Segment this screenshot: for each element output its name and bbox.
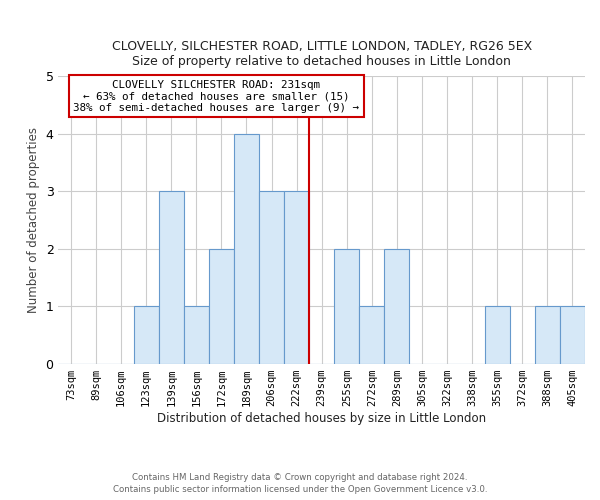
Y-axis label: Number of detached properties: Number of detached properties — [27, 127, 40, 313]
Text: Contains public sector information licensed under the Open Government Licence v3: Contains public sector information licen… — [113, 485, 487, 494]
Title: CLOVELLY, SILCHESTER ROAD, LITTLE LONDON, TADLEY, RG26 5EX
Size of property rela: CLOVELLY, SILCHESTER ROAD, LITTLE LONDON… — [112, 40, 532, 68]
Bar — [184, 306, 209, 364]
Bar — [334, 249, 359, 364]
Bar — [259, 192, 284, 364]
Bar — [560, 306, 585, 364]
Text: Contains HM Land Registry data © Crown copyright and database right 2024.: Contains HM Land Registry data © Crown c… — [132, 472, 468, 482]
Bar — [385, 249, 409, 364]
Bar — [159, 192, 184, 364]
Bar — [134, 306, 159, 364]
Bar — [284, 192, 309, 364]
Bar — [234, 134, 259, 364]
X-axis label: Distribution of detached houses by size in Little London: Distribution of detached houses by size … — [157, 412, 486, 425]
Bar — [485, 306, 510, 364]
Bar — [359, 306, 385, 364]
Text: CLOVELLY SILCHESTER ROAD: 231sqm
← 63% of detached houses are smaller (15)
38% o: CLOVELLY SILCHESTER ROAD: 231sqm ← 63% o… — [73, 80, 359, 113]
Bar — [535, 306, 560, 364]
Bar — [209, 249, 234, 364]
